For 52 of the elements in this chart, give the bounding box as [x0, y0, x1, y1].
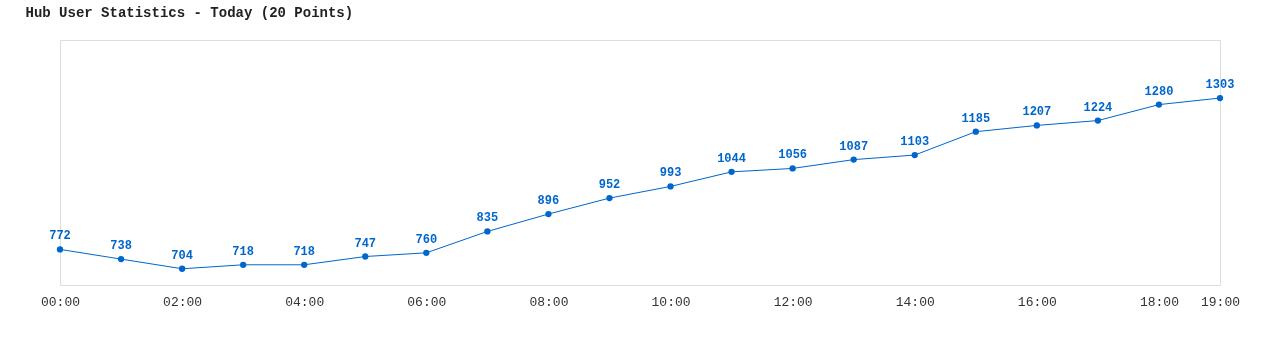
data-label: 1185	[961, 111, 991, 126]
point	[972, 128, 979, 135]
point	[362, 253, 369, 260]
point	[56, 246, 64, 253]
data-label: 718	[232, 244, 254, 259]
data-label: 1056	[778, 148, 808, 163]
x-tick-label: 00:00	[40, 294, 81, 310]
x-tick-label: 18:00	[1139, 294, 1179, 310]
point	[1094, 117, 1102, 124]
point	[1155, 101, 1163, 108]
point	[178, 265, 186, 272]
point	[606, 194, 613, 202]
x-tick-label: 19:00	[1200, 294, 1241, 310]
point	[728, 168, 735, 176]
x-tick-label: 12:00	[773, 294, 813, 310]
data-label: 835	[476, 211, 499, 226]
data-label: 896	[537, 194, 560, 209]
data-label: 704	[171, 248, 193, 263]
point	[1216, 94, 1224, 102]
data-label: 1087	[839, 139, 869, 154]
x-tick-label: 08:00	[529, 294, 569, 310]
data-label: 718	[293, 244, 316, 259]
x-tick-label: 14:00	[895, 294, 935, 310]
point	[117, 255, 125, 263]
data-label: 760	[415, 232, 438, 247]
data-label: 993	[659, 166, 682, 181]
data-label: 772	[49, 229, 71, 244]
point	[240, 261, 247, 268]
point	[1033, 122, 1040, 129]
data-label: 1303	[1205, 78, 1235, 93]
x-tick-label: 06:00	[407, 294, 447, 310]
data-label: 952	[598, 178, 621, 193]
x-tick-label: 16:00	[1017, 294, 1057, 310]
point	[789, 165, 796, 172]
point	[667, 183, 674, 190]
x-tick-label: 04:00	[285, 294, 325, 310]
data-label: 1044	[717, 151, 746, 166]
data-label: 1103	[900, 135, 930, 150]
x-tick-label: 02:00	[163, 294, 203, 310]
data-label: 747	[354, 236, 377, 251]
point	[301, 261, 308, 268]
point	[423, 249, 430, 256]
point	[545, 210, 552, 218]
data-label: 1280	[1144, 84, 1174, 99]
data-label: 1224	[1083, 100, 1113, 115]
data-label: 1207	[1022, 105, 1052, 120]
data-label: 738	[110, 239, 132, 254]
point	[911, 151, 918, 159]
point	[850, 156, 857, 163]
x-tick-label: 10:00	[651, 294, 691, 310]
point	[484, 228, 491, 235]
chart-title: Hub User Statistics - Today (20 Points)	[25, 5, 354, 21]
